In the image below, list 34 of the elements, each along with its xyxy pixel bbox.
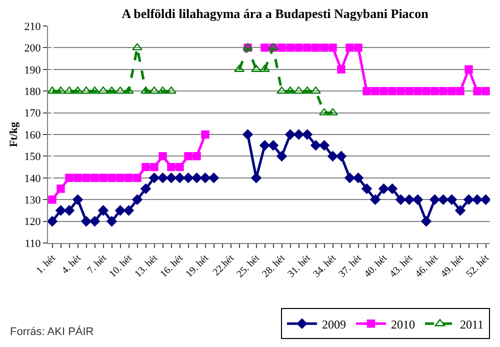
x-tick-label: 13. hét — [132, 252, 160, 280]
y-tick-label: 120 — [24, 216, 42, 228]
y-tick-label: 190 — [24, 64, 42, 76]
legend-label: 2011 — [460, 317, 484, 332]
x-tick-label: 7. hét — [85, 252, 110, 276]
x-tick-label: 49. hét — [438, 252, 466, 280]
y-tick-label: 210 — [24, 20, 42, 33]
x-tick-label: 31. hét — [286, 252, 314, 280]
y-tick-label: 130 — [24, 194, 42, 206]
y-tick-label: 180 — [24, 86, 42, 98]
y-tick-label: 110 — [24, 238, 42, 250]
legend-label: 2010 — [391, 317, 415, 332]
x-tick-label: 25. hét — [234, 252, 262, 280]
x-tick-label: 4. hét — [60, 252, 84, 276]
y-tick-label: 150 — [24, 151, 42, 164]
x-tick-label: 1. hét — [34, 252, 58, 276]
y-tick-label: 140 — [24, 172, 42, 185]
x-tick-label: 16. hét — [158, 252, 186, 280]
x-tick-label: 10. hét — [107, 252, 135, 280]
y-tick-label: 160 — [24, 129, 42, 142]
text: Forrás: AKI PÁIR — [10, 325, 94, 338]
chart-title: A belföldi lilahagyma ára a Budapesti Nagybani Piacon — [122, 6, 430, 21]
x-tick-label: 40. hét — [362, 252, 390, 280]
x-tick-label: 52. hét — [464, 252, 492, 280]
x-tick-label: 28. hét — [260, 252, 288, 280]
legend-label: 2009 — [322, 317, 346, 332]
x-tick-label: 43. hét — [388, 252, 416, 280]
y-tick-label: 170 — [24, 108, 42, 120]
y-tick-label: 200 — [24, 42, 42, 55]
x-tick-label: 46. hét — [413, 252, 441, 280]
x-tick-label: 34. hét — [311, 252, 339, 280]
x-tick-label: 19. hét — [184, 252, 212, 280]
x-tick-label: 37. hét — [336, 252, 364, 280]
y-axis-title: Ft/kg — [8, 121, 20, 148]
